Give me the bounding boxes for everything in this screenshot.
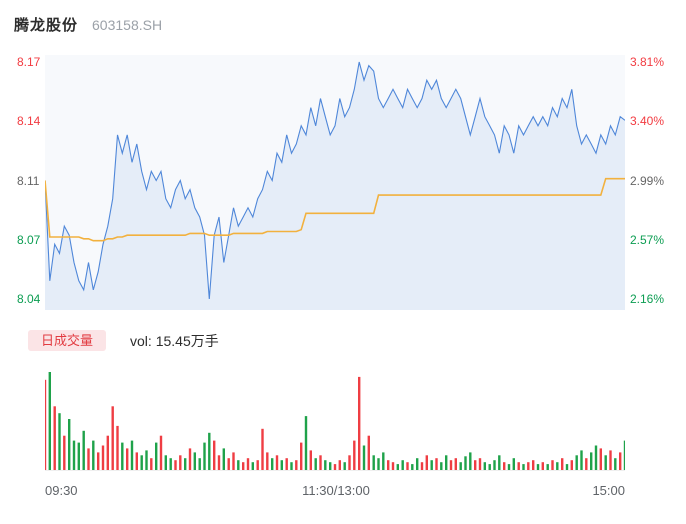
price-line [45, 61, 625, 300]
price-chart-svg [45, 61, 625, 310]
price-axis-label: 8.17 [17, 55, 41, 69]
time-label-close: 15:00 [592, 483, 625, 498]
price-chart[interactable] [45, 55, 625, 310]
price-axis-label: 8.11 [17, 173, 40, 188]
header: 腾龙股份 603158.SH [14, 14, 162, 35]
avg-price-line [45, 177, 625, 242]
time-label-open: 09:30 [45, 483, 78, 498]
pct-axis-label: 2.57% [630, 232, 665, 247]
volume-total-label: vol: 15.45万手 [130, 332, 219, 349]
pct-axis-label: 2.99% [630, 173, 665, 188]
pct-axis-label: 2.16% [630, 292, 665, 306]
price-axis-label: 8.04 [17, 292, 41, 306]
volume-chart[interactable] [45, 365, 625, 471]
pct-axis-label: 3.40% [630, 114, 665, 129]
volume-bars [45, 372, 625, 470]
time-label-midday: 11:30/13:00 [302, 483, 370, 498]
pct-axis-label: 3.81% [630, 55, 665, 69]
price-area [45, 62, 625, 310]
volume-chart-svg [45, 372, 625, 470]
volume-header: 日成交量 vol: 15.45万手 [28, 330, 219, 351]
stock-name: 腾龙股份 [14, 17, 79, 34]
stock-code: 603158.SH [92, 17, 163, 33]
price-axis-label: 8.14 [17, 114, 41, 129]
volume-tab-badge[interactable]: 日成交量 [28, 330, 107, 351]
price-axis-label: 8.07 [17, 232, 41, 247]
